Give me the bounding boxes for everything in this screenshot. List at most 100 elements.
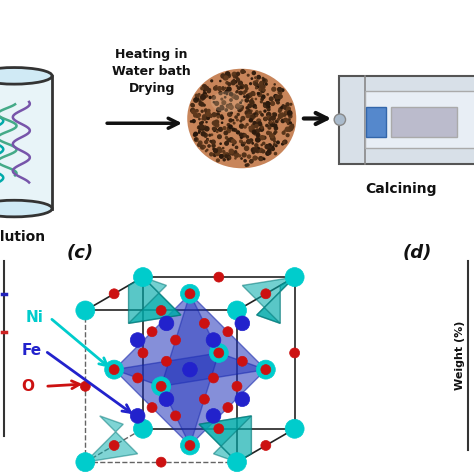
Circle shape [270, 134, 273, 137]
Circle shape [229, 149, 233, 154]
Circle shape [283, 106, 287, 109]
Circle shape [204, 146, 205, 147]
Circle shape [249, 118, 253, 122]
Circle shape [229, 105, 233, 109]
Circle shape [196, 98, 199, 100]
Circle shape [292, 126, 294, 128]
Polygon shape [199, 416, 251, 462]
Circle shape [263, 89, 265, 91]
Circle shape [211, 140, 215, 144]
Circle shape [191, 110, 195, 114]
Circle shape [279, 108, 282, 111]
Circle shape [199, 132, 200, 133]
Circle shape [202, 85, 207, 89]
Circle shape [203, 90, 205, 91]
Circle shape [266, 105, 270, 109]
Circle shape [255, 129, 259, 133]
Circle shape [268, 125, 271, 128]
Circle shape [225, 155, 228, 157]
Circle shape [254, 148, 258, 152]
Circle shape [232, 139, 235, 143]
Circle shape [256, 86, 258, 88]
Circle shape [242, 142, 243, 144]
Circle shape [214, 348, 224, 358]
Circle shape [242, 153, 246, 157]
Circle shape [259, 157, 263, 161]
Circle shape [226, 93, 228, 95]
Circle shape [250, 115, 254, 119]
Circle shape [274, 95, 277, 98]
Circle shape [290, 348, 300, 358]
Circle shape [249, 128, 254, 132]
Circle shape [246, 97, 248, 99]
Circle shape [212, 113, 216, 117]
FancyBboxPatch shape [0, 76, 52, 209]
Circle shape [205, 141, 208, 144]
Circle shape [217, 129, 219, 131]
Circle shape [259, 148, 263, 153]
Text: Ni: Ni [26, 310, 44, 325]
Circle shape [269, 146, 271, 147]
Circle shape [254, 133, 256, 135]
Circle shape [246, 95, 249, 98]
Circle shape [244, 71, 245, 73]
Circle shape [256, 360, 275, 379]
Circle shape [212, 121, 217, 125]
Circle shape [283, 141, 285, 144]
Circle shape [235, 153, 239, 157]
Circle shape [289, 119, 290, 120]
Circle shape [223, 147, 224, 149]
Circle shape [252, 143, 254, 144]
Circle shape [159, 316, 174, 331]
Circle shape [286, 103, 289, 106]
Circle shape [252, 98, 253, 100]
Circle shape [247, 155, 251, 158]
Circle shape [211, 134, 213, 136]
Circle shape [212, 144, 215, 147]
Circle shape [207, 117, 209, 119]
Circle shape [226, 82, 228, 84]
Circle shape [209, 134, 211, 136]
Circle shape [222, 101, 226, 104]
Circle shape [253, 118, 254, 119]
Circle shape [199, 141, 202, 145]
Circle shape [255, 84, 259, 87]
Circle shape [194, 138, 198, 141]
Circle shape [228, 112, 232, 117]
Circle shape [202, 118, 203, 119]
Circle shape [202, 115, 206, 118]
Circle shape [230, 106, 233, 109]
Circle shape [197, 115, 200, 118]
Circle shape [212, 128, 216, 130]
Polygon shape [128, 277, 181, 323]
Circle shape [250, 100, 253, 103]
Circle shape [268, 149, 271, 152]
Circle shape [212, 122, 214, 124]
Circle shape [282, 143, 283, 145]
Circle shape [204, 95, 207, 98]
Circle shape [248, 111, 252, 114]
Circle shape [214, 149, 218, 153]
Circle shape [242, 133, 245, 137]
Circle shape [289, 129, 291, 131]
Circle shape [262, 77, 264, 79]
Circle shape [109, 289, 119, 299]
Circle shape [238, 81, 242, 85]
Circle shape [234, 153, 236, 155]
Circle shape [171, 411, 181, 421]
Circle shape [201, 103, 204, 106]
Circle shape [216, 152, 219, 155]
Polygon shape [114, 353, 266, 386]
Circle shape [213, 154, 214, 155]
Circle shape [214, 154, 216, 156]
Circle shape [239, 155, 241, 157]
Circle shape [192, 105, 194, 107]
Circle shape [241, 87, 243, 89]
Ellipse shape [187, 69, 296, 168]
Circle shape [264, 118, 265, 119]
Circle shape [256, 115, 257, 116]
Circle shape [250, 160, 253, 163]
Circle shape [222, 155, 224, 156]
Circle shape [225, 153, 229, 157]
Circle shape [197, 96, 199, 98]
